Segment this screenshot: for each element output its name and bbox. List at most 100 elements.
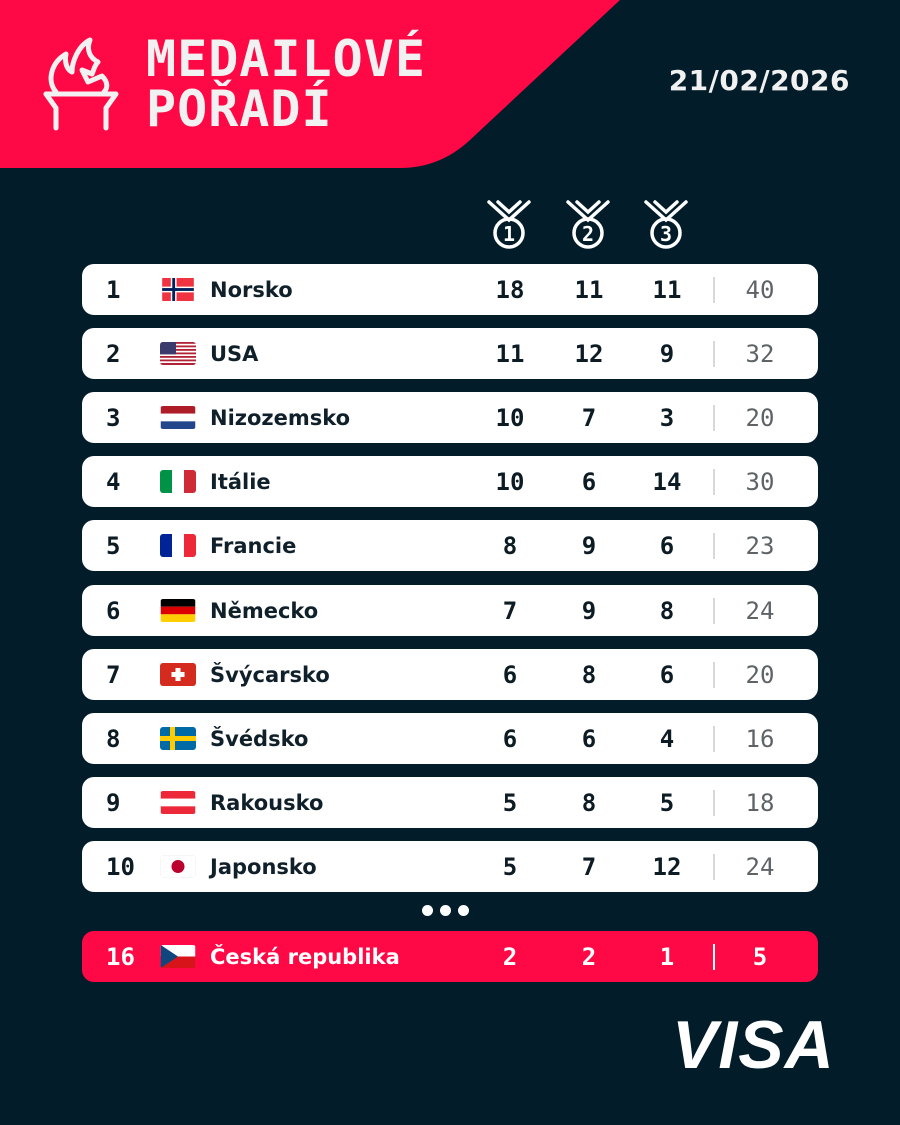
rank: 16: [106, 942, 135, 971]
table-row[interactable]: 10 Japonsko 5 7 12 24: [82, 841, 818, 892]
country-name: Česká republika: [210, 944, 400, 969]
flag-switzerland-icon: [160, 663, 196, 686]
total-count: 40: [745, 275, 775, 304]
gold-count: 7: [502, 596, 518, 625]
flag-germany-icon: [160, 599, 196, 622]
country-name: Japonsko: [210, 854, 317, 879]
bronze-count: 3: [659, 403, 675, 432]
svg-text:1: 1: [503, 222, 515, 246]
flag-sweden-icon: [160, 727, 196, 750]
rank: 8: [106, 724, 121, 753]
country-name: Itálie: [210, 469, 271, 494]
country-name: Norsko: [210, 277, 293, 302]
silver-count: 8: [581, 788, 597, 817]
gold-medal-icon: 1: [484, 198, 534, 252]
date-label: 21/02/2026: [668, 64, 850, 97]
bronze-count: 1: [659, 942, 675, 971]
total-count: 23: [745, 531, 775, 560]
total-count: 24: [745, 852, 775, 881]
silver-count: 2: [581, 942, 597, 971]
bronze-count: 9: [659, 339, 675, 368]
total-count: 16: [745, 724, 775, 753]
table-row[interactable]: 2 USA 11 12 9 32: [82, 328, 818, 379]
divider: [713, 469, 715, 495]
divider: [713, 726, 715, 752]
divider: [713, 405, 715, 431]
table-row[interactable]: 1 Norsko 18 11 11 40: [82, 264, 818, 315]
total-count: 18: [745, 788, 775, 817]
country-name: USA: [210, 341, 259, 366]
total-count: 20: [745, 403, 775, 432]
country-name: Nizozemsko: [210, 405, 351, 430]
table-row[interactable]: 7 Švýcarsko 6 8 6 20: [82, 649, 818, 700]
highlighted-row-czech-republic[interactable]: 16 Česká republika 2 2 1 5: [82, 931, 818, 982]
gold-count: 5: [502, 852, 518, 881]
rank: 4: [106, 467, 121, 496]
country-name: Švédsko: [210, 726, 309, 751]
divider: [713, 790, 715, 816]
total-count: 32: [745, 339, 775, 368]
flag-france-icon: [160, 534, 196, 557]
country-name: Švýcarsko: [210, 662, 330, 687]
gold-count: 10: [495, 403, 525, 432]
flag-japan-icon: [160, 855, 196, 878]
rank: 10: [106, 852, 135, 881]
gold-count: 5: [502, 788, 518, 817]
bronze-count: 6: [659, 531, 675, 560]
bronze-count: 14: [652, 467, 682, 496]
country-name: Německo: [210, 598, 319, 623]
rank: 5: [106, 531, 121, 560]
bronze-medal-icon: 3: [641, 198, 691, 252]
bronze-count: 12: [652, 852, 682, 881]
table-row[interactable]: 6 Německo 7 9 8 24: [82, 585, 818, 636]
table-row[interactable]: 4 Itálie 10 6 14 30: [82, 456, 818, 507]
svg-text:3: 3: [660, 222, 672, 246]
divider: [713, 277, 715, 303]
gold-count: 6: [502, 660, 518, 689]
gold-count: 2: [502, 942, 518, 971]
banner-shape: [0, 0, 620, 168]
silver-count: 6: [581, 467, 597, 496]
rank: 3: [106, 403, 121, 432]
total-count: 30: [745, 467, 775, 496]
total-count: 5: [752, 942, 768, 971]
title-line-1: MEDAILOVÉ: [146, 30, 426, 88]
divider: [713, 662, 715, 688]
bronze-count: 6: [659, 660, 675, 689]
divider: [713, 854, 715, 880]
silver-count: 9: [581, 531, 597, 560]
rank: 9: [106, 788, 121, 817]
silver-count: 11: [574, 275, 604, 304]
silver-count: 6: [581, 724, 597, 753]
rank: 1: [106, 275, 121, 304]
silver-count: 7: [581, 403, 597, 432]
gold-count: 6: [502, 724, 518, 753]
bronze-count: 8: [659, 596, 675, 625]
table-row[interactable]: 8 Švédsko 6 6 4 16: [82, 713, 818, 764]
page-title: MEDAILOVÉ POŘADÍ: [146, 34, 426, 134]
silver-count: 12: [574, 339, 604, 368]
flag-norway-icon: [160, 278, 196, 301]
table-row[interactable]: 5 Francie 8 9 6 23: [82, 520, 818, 571]
flag-austria-icon: [160, 791, 196, 814]
visa-logo: VISA: [672, 1007, 835, 1083]
title-line-2: POŘADÍ: [146, 80, 333, 138]
silver-count: 8: [581, 660, 597, 689]
table-row[interactable]: 9 Rakousko 5 8 5 18: [82, 777, 818, 828]
gold-count: 8: [502, 531, 518, 560]
country-name: Rakousko: [210, 790, 324, 815]
country-name: Francie: [210, 533, 297, 558]
gold-count: 18: [495, 275, 525, 304]
total-count: 20: [745, 660, 775, 689]
silver-medal-icon: 2: [563, 198, 613, 252]
gold-count: 10: [495, 467, 525, 496]
header-banner: [0, 0, 900, 170]
torch-icon: [43, 37, 119, 131]
bronze-count: 11: [652, 275, 682, 304]
svg-text:2: 2: [582, 222, 594, 246]
divider: [713, 944, 715, 970]
divider: [713, 598, 715, 624]
more-rows-ellipsis-icon: [422, 905, 469, 916]
table-row[interactable]: 3 Nizozemsko 10 7 3 20: [82, 392, 818, 443]
rank: 6: [106, 596, 121, 625]
